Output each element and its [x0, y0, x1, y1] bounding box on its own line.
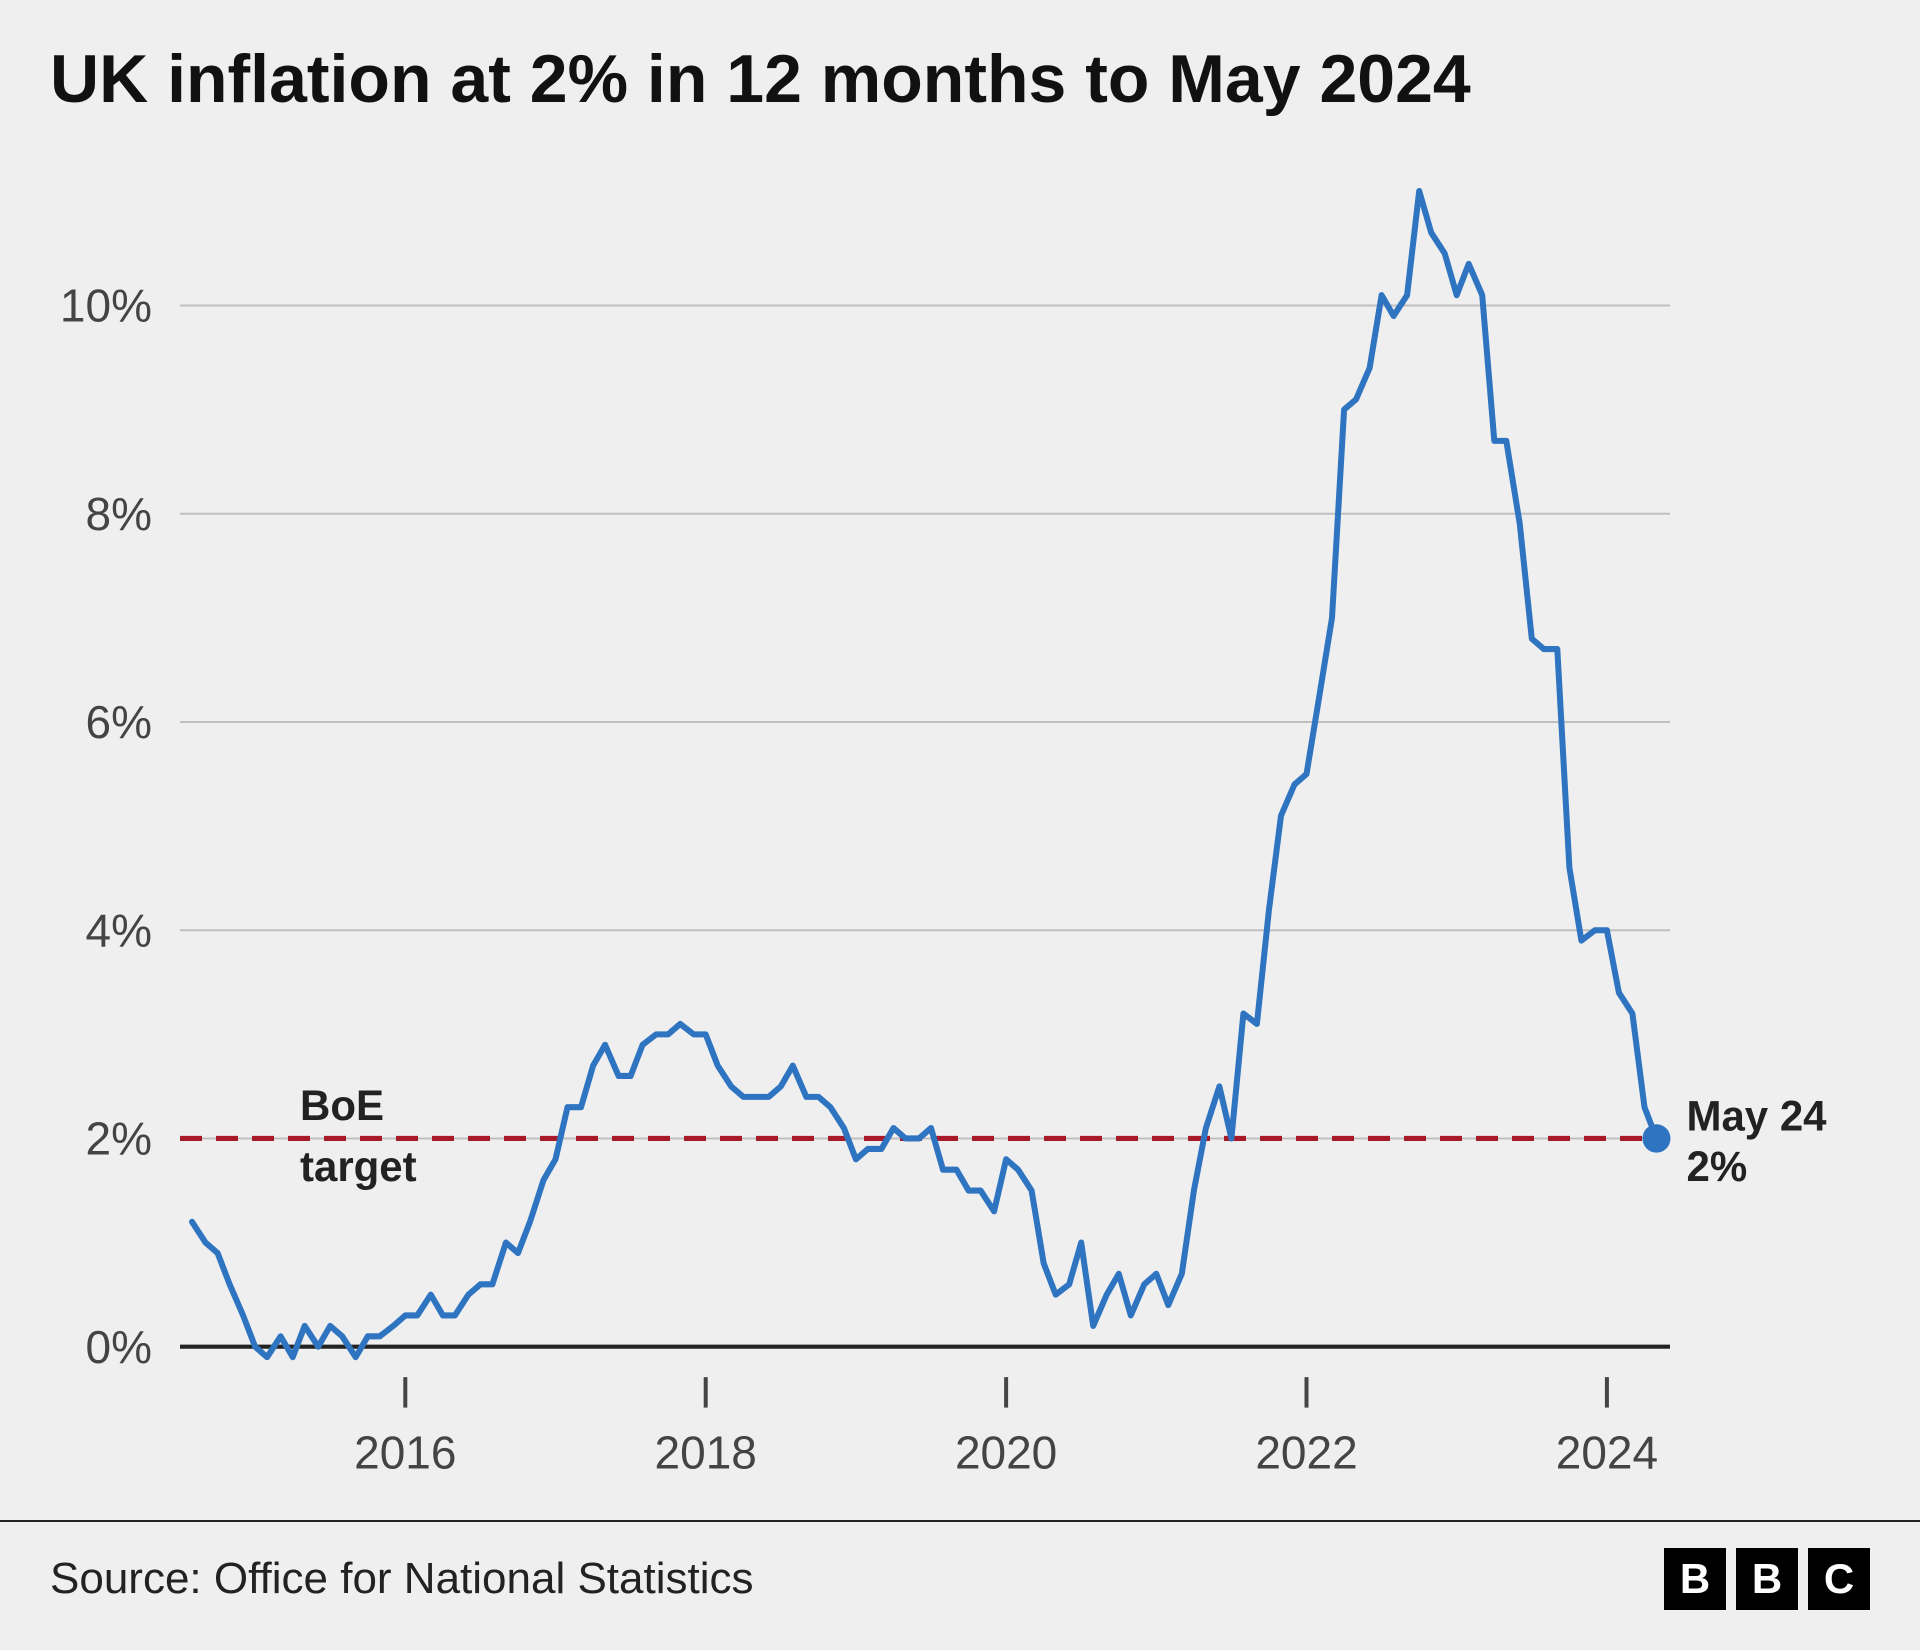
svg-text:2018: 2018 — [655, 1426, 757, 1478]
svg-text:8%: 8% — [86, 488, 152, 540]
bbc-logo-b1: B — [1664, 1548, 1726, 1610]
svg-text:0%: 0% — [86, 1321, 152, 1373]
svg-text:2024: 2024 — [1556, 1426, 1658, 1478]
chart-container: UK inflation at 2% in 12 months to May 2… — [0, 0, 1920, 1650]
svg-text:4%: 4% — [86, 904, 152, 956]
svg-text:2020: 2020 — [955, 1426, 1057, 1478]
svg-text:10%: 10% — [60, 279, 152, 331]
chart-title: UK inflation at 2% in 12 months to May 2… — [0, 0, 1920, 140]
svg-text:BoE: BoE — [300, 1082, 384, 1129]
svg-text:May 24: May 24 — [1686, 1092, 1827, 1139]
source-prefix: Source: — [50, 1554, 214, 1603]
inflation-line-chart: 0% 2% 4% 6% 8% 10% 2016 2018 2020 2022 2024 BoE targ… — [30, 140, 1890, 1520]
source-attribution: Source: Office for National Statistics — [50, 1554, 754, 1604]
bbc-logo: B B C — [1664, 1548, 1870, 1610]
svg-text:6%: 6% — [86, 696, 152, 748]
bbc-logo-b2: B — [1736, 1548, 1798, 1610]
chart-plot-area: 0% 2% 4% 6% 8% 10% 2016 2018 2020 2022 2024 BoE targ… — [0, 140, 1920, 1520]
svg-text:2022: 2022 — [1255, 1426, 1357, 1478]
svg-text:2016: 2016 — [354, 1426, 456, 1478]
svg-text:target: target — [300, 1143, 417, 1190]
source-name: Office for National Statistics — [214, 1554, 754, 1603]
bbc-logo-c: C — [1808, 1548, 1870, 1610]
svg-text:2%: 2% — [86, 1112, 152, 1164]
chart-footer: Source: Office for National Statistics B… — [0, 1520, 1920, 1650]
svg-text:2%: 2% — [1686, 1143, 1747, 1190]
